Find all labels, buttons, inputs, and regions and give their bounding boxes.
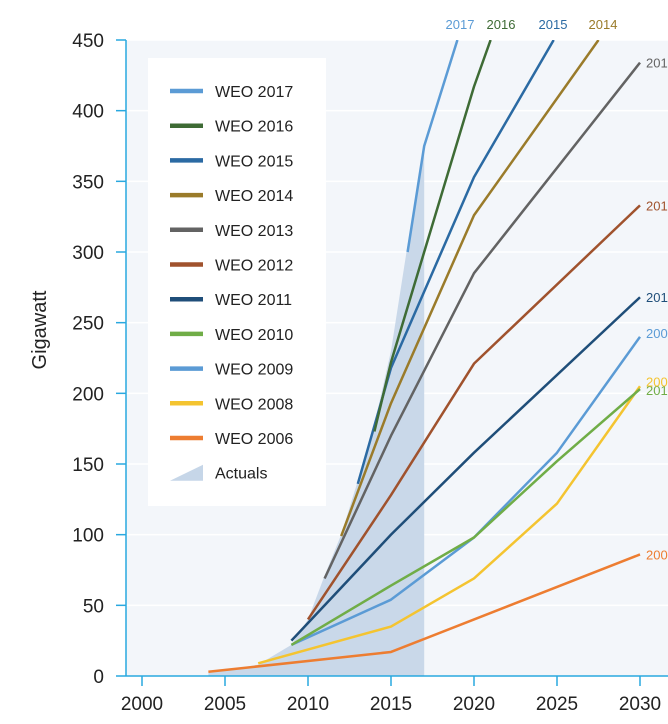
end-label-weo-2016: 2016 [487, 17, 516, 32]
legend-box [148, 58, 326, 506]
end-label-weo-2011: 2011 [646, 290, 668, 305]
series-line-weo-2010 [290, 388, 641, 646]
legend-label-weo-2008: WEO 2008 [215, 396, 293, 413]
series-line-weo-2013 [323, 61, 641, 580]
series-line-weo-2014 [340, 40, 600, 537]
series-end-labels: 2017 2016 2015 2014 2013 2012 2011 2010 2009 2008… [446, 17, 668, 562]
legend-label-weo-2016: WEO 2016 [215, 119, 293, 136]
series-line-weo-2011 [290, 296, 641, 642]
x-tick-label-2020: 2020 [453, 694, 495, 715]
y-axis-title: Gigawatt [29, 290, 51, 369]
series-line-weo-2012 [306, 204, 641, 621]
legend-label-weo-2012: WEO 2012 [215, 258, 293, 275]
actuals-area-shape [208, 146, 425, 676]
legend-label-weo-2006: WEO 2006 [215, 431, 293, 448]
end-label-weo-2012: 2012 [646, 198, 668, 213]
x-tick-label-2000: 2000 [121, 694, 163, 715]
y-tick-label-300: 300 [72, 243, 104, 264]
legend-label-weo-2014: WEO 2014 [215, 188, 293, 205]
y-tick-label-150: 150 [72, 455, 104, 476]
legend-label-weo-2011: WEO 2011 [215, 292, 292, 309]
y-tick-label-250: 250 [72, 314, 104, 335]
series-line-weo-2006 [208, 553, 641, 674]
axes [125, 40, 668, 677]
series-line-weo-2017 [406, 40, 459, 253]
legend-label-weo-2017: WEO 2017 [215, 84, 293, 101]
legend: WEO 2017 WEO 2016 WEO 2015 WEO 2014 WEO 2013… [148, 58, 326, 506]
y-tick-label-50: 50 [83, 596, 104, 617]
y-tick-label-450: 450 [72, 31, 104, 52]
end-label-weo-2006: 2006 [646, 547, 668, 562]
x-tick-label-2015: 2015 [370, 694, 412, 715]
end-label-weo-2014: 2014 [589, 17, 618, 32]
end-label-weo-2015: 2015 [539, 17, 568, 32]
tick-labels: 0 50 100 150 200 250 300 350 400 450 2000 2005 2010 2… [72, 31, 661, 715]
y-tick-label-350: 350 [72, 172, 104, 193]
end-label-weo-2009: 2009 [646, 326, 668, 341]
legend-label-weo-2015: WEO 2015 [215, 153, 293, 170]
actuals-area [208, 146, 425, 676]
series-line-weo-2015 [356, 40, 555, 485]
end-label-weo-2017: 2017 [446, 17, 475, 32]
x-tick-label-2030: 2030 [619, 694, 661, 715]
series-line-weo-2016 [373, 40, 492, 432]
legend-label-actuals: Actuals [215, 466, 267, 483]
y-tick-label-200: 200 [72, 384, 104, 405]
y-tick-label-400: 400 [72, 102, 104, 123]
end-label-weo-2010: 2010 [646, 383, 668, 398]
legend-label-weo-2010: WEO 2010 [215, 327, 293, 344]
legend-swatch-actuals [170, 464, 203, 481]
end-label-weo-2008: 2008 [646, 374, 668, 389]
legend-label-weo-2009: WEO 2009 [215, 362, 293, 379]
legend-label-weo-2013: WEO 2013 [215, 223, 293, 240]
y-tick-label-0: 0 [93, 667, 104, 688]
series-line-weo-2008 [257, 385, 642, 665]
x-tick-label-2025: 2025 [536, 694, 578, 715]
end-label-weo-2013: 2013 [646, 56, 668, 71]
y-tick-label-100: 100 [72, 526, 104, 547]
x-tick-label-2010: 2010 [287, 694, 329, 715]
x-tick-label-2005: 2005 [204, 694, 246, 715]
series-lines [208, 40, 642, 674]
